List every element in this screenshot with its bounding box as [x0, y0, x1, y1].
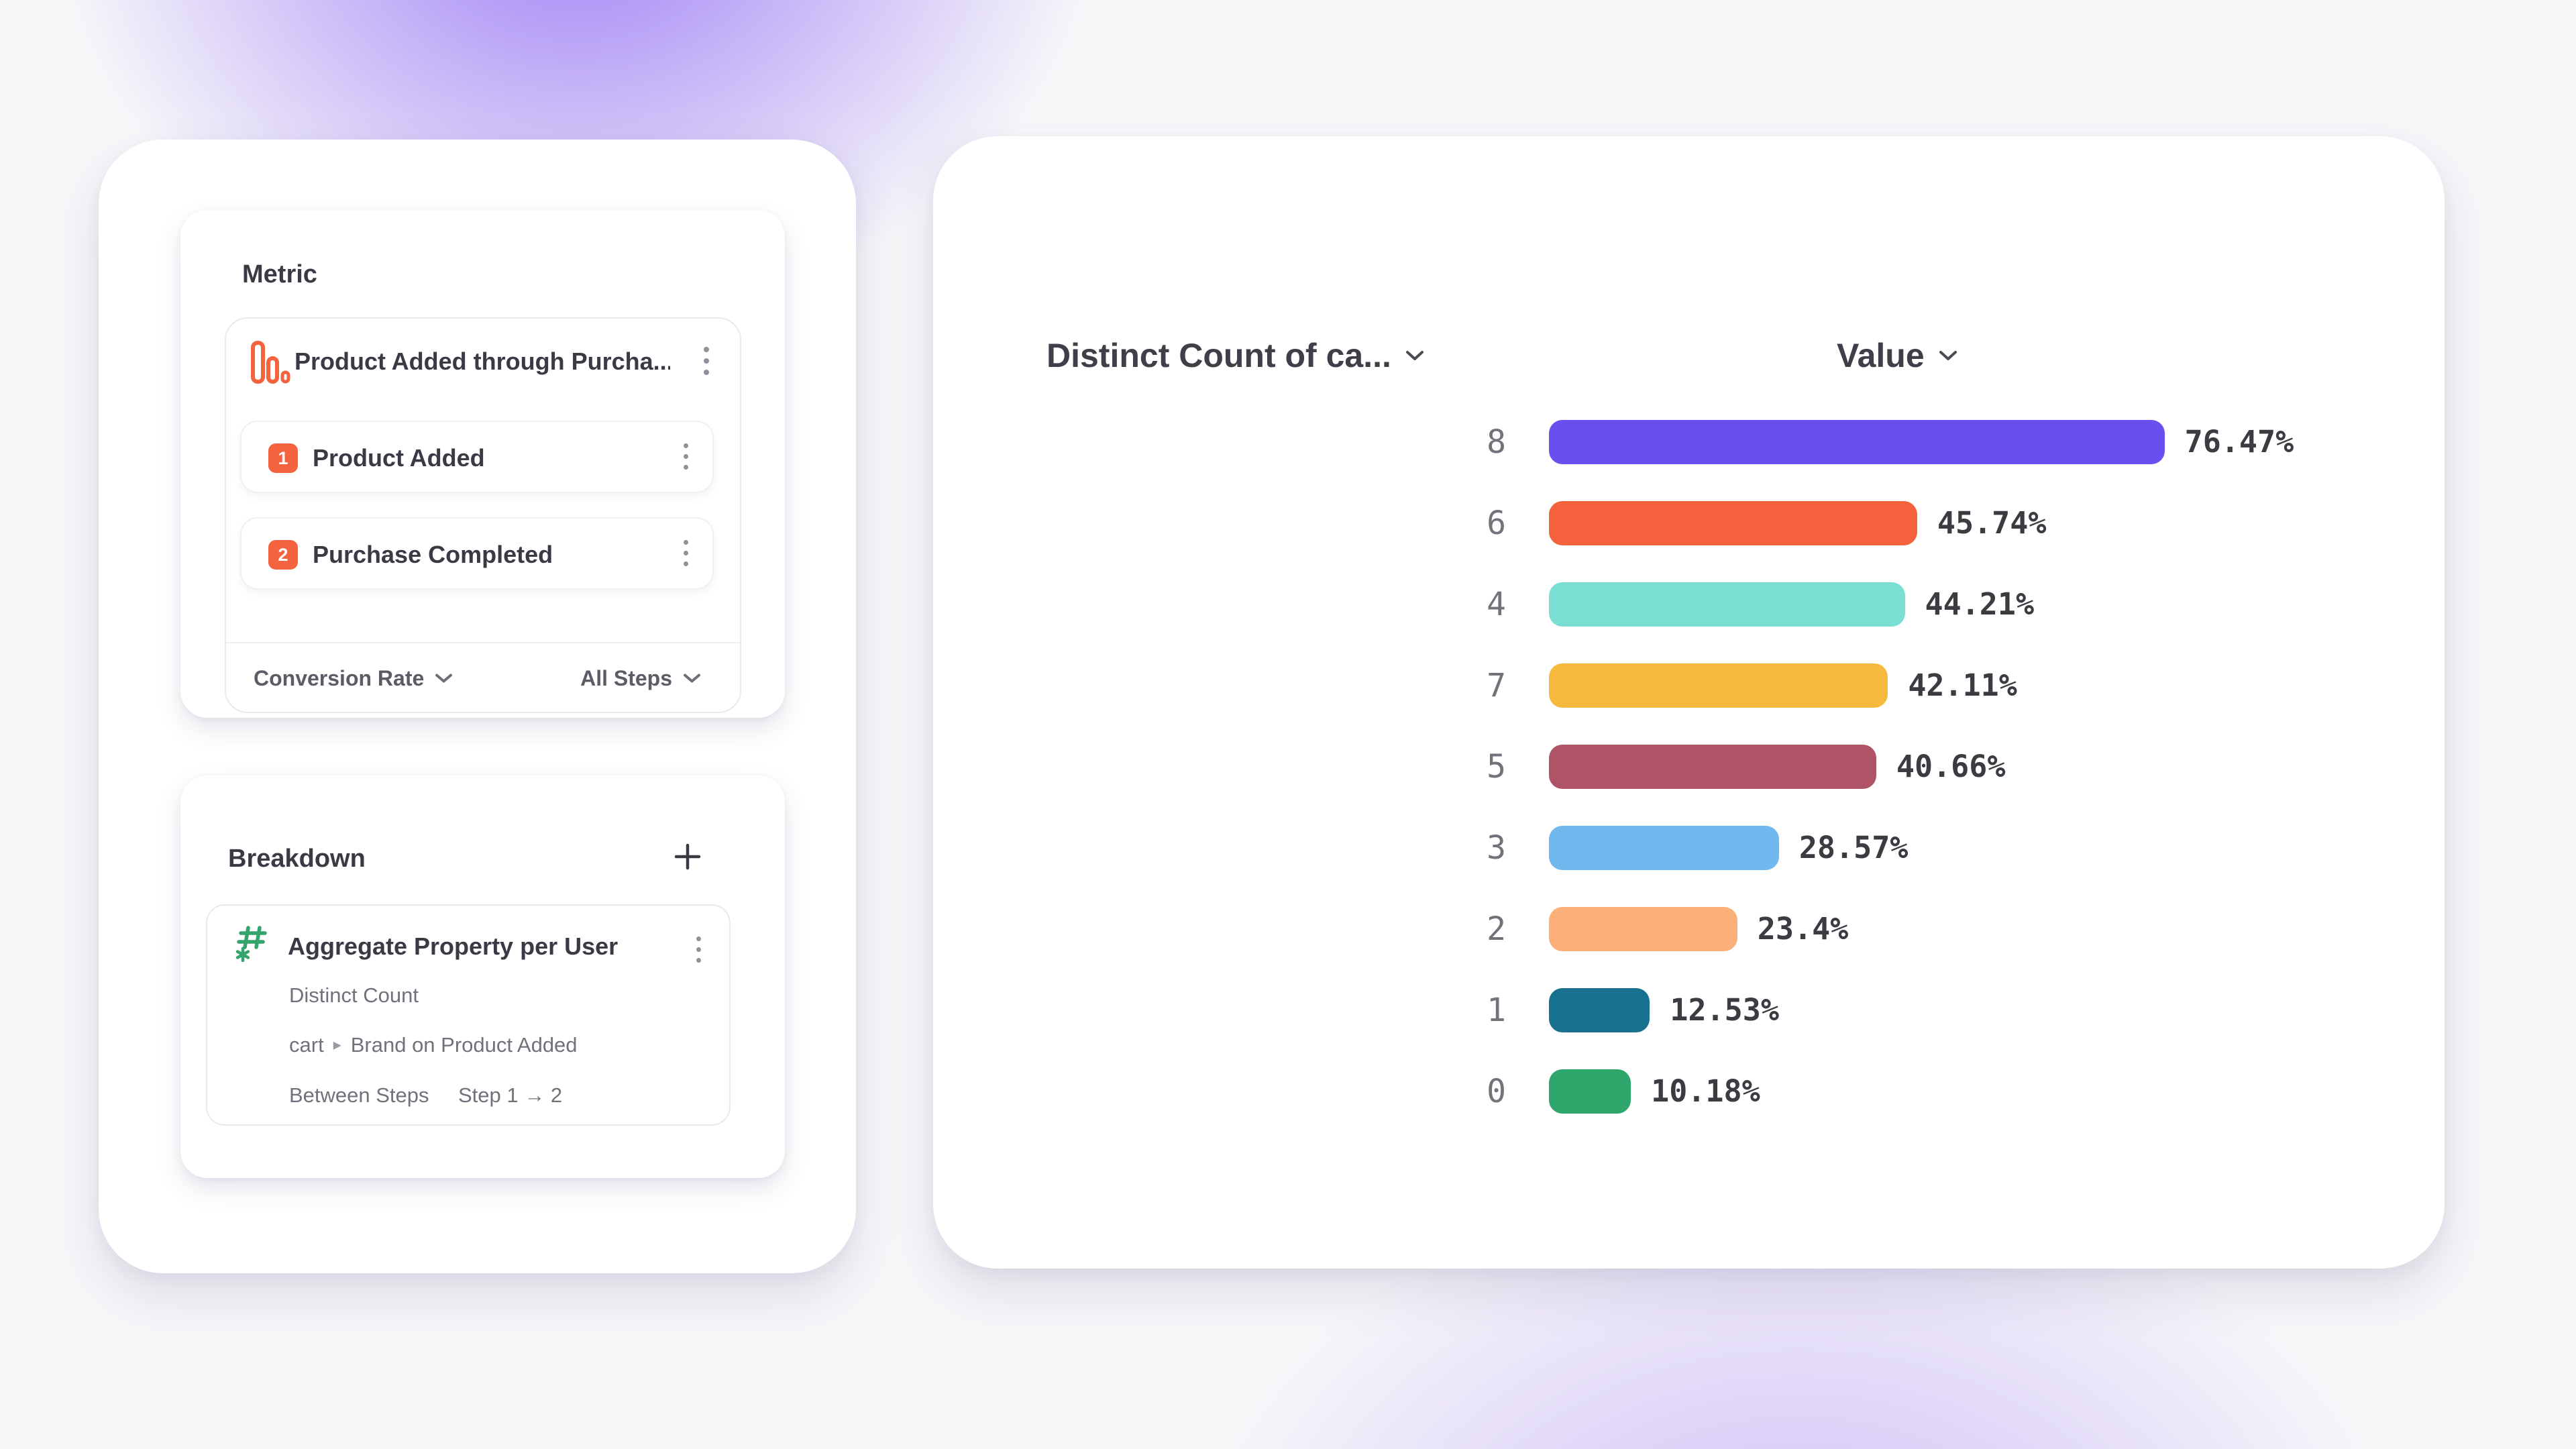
breakdown-aggregation: Distinct Count — [289, 983, 419, 1007]
chart-row-category: 8 — [1487, 423, 1506, 461]
chart-row-category: 1 — [1487, 991, 1506, 1029]
chart-row-value: 12.53% — [1670, 992, 1779, 1028]
property-path-parent: cart — [289, 1033, 324, 1057]
chart-row-category: 2 — [1487, 910, 1506, 948]
steps-dropdown[interactable]: All Steps — [580, 666, 701, 691]
funnel-footer: Conversion Rate All Steps — [226, 643, 740, 713]
between-steps-label: Between Steps — [289, 1083, 429, 1107]
breakdown-property-title[interactable]: Aggregate Property per User — [288, 932, 619, 960]
chart-row-value: 28.57% — [1799, 830, 1909, 865]
chart-rows: 8 76.47% 6 45.74% 4 44.21% 7 42.11% 5 40.66% 3 28.5… — [933, 401, 2445, 1132]
kebab-menu-icon[interactable] — [692, 932, 705, 967]
caret-right-icon: ▸ — [333, 1036, 341, 1054]
chart-row-category: 5 — [1487, 747, 1506, 786]
step-number-badge: 2 — [268, 540, 298, 570]
chart-row-value: 40.66% — [1896, 749, 2006, 784]
value-column-label: Value — [1837, 337, 1925, 374]
chevron-down-icon — [435, 674, 453, 683]
funnel-title: Product Added through Purcha... — [294, 347, 670, 375]
chart-row: 1 12.53% — [933, 969, 2445, 1051]
steps-dropdown-label: All Steps — [580, 665, 672, 690]
chart-bar[interactable] — [1549, 987, 1650, 1032]
chart-row-value: 23.4% — [1757, 911, 1849, 947]
chart-bar[interactable] — [1549, 663, 1888, 708]
metric-section-title: Metric — [242, 260, 317, 288]
chart-row-value: 10.18% — [1651, 1073, 1760, 1109]
chart-bar[interactable] — [1549, 419, 2165, 464]
chart-row-value: 45.74% — [1937, 505, 2047, 541]
property-path-child: Brand on Product Added — [350, 1033, 578, 1057]
funnel-card: Product Added through Purcha... 1 Produc… — [225, 317, 741, 713]
chart-row: 0 10.18% — [933, 1051, 2445, 1132]
step-label: Product Added — [313, 444, 485, 472]
chart-bar[interactable] — [1549, 744, 1876, 789]
chart-card: Distinct Count of ca... Value 8 76.47% 6 45… — [933, 136, 2445, 1269]
chart-row-category: 7 — [1487, 666, 1506, 704]
funnel-header-row[interactable]: Product Added through Purcha... — [226, 319, 740, 406]
breakdown-item-card: Aggregate Property per User Distinct Cou… — [206, 904, 731, 1126]
breakdown-property-path: cart ▸ Brand on Product Added — [289, 1032, 578, 1059]
chart-row: 4 44.21% — [933, 564, 2445, 645]
chart-row: 6 45.74% — [933, 482, 2445, 564]
chart-bar[interactable] — [1549, 582, 1905, 627]
step-number-badge: 1 — [268, 443, 298, 473]
metric-panel: Metric Product Added through Purcha... 1… — [180, 210, 785, 718]
measure-dropdown-label: Conversion Rate — [254, 665, 425, 690]
chevron-down-icon — [684, 674, 700, 683]
chart-row: 8 76.47% — [933, 401, 2445, 482]
chevron-down-icon — [1939, 351, 1957, 360]
step-label: Purchase Completed — [313, 541, 553, 568]
value-column-header[interactable]: Value — [1837, 336, 1958, 375]
chart-row-category: 0 — [1487, 1072, 1506, 1110]
kebab-menu-icon[interactable] — [700, 343, 713, 379]
category-column-label: Distinct Count of ca... — [1046, 337, 1391, 374]
measure-dropdown[interactable]: Conversion Rate — [254, 666, 453, 691]
chart-row-category: 3 — [1487, 828, 1506, 867]
kebab-menu-icon[interactable] — [680, 439, 692, 474]
add-breakdown-button[interactable] — [672, 841, 703, 872]
chart-row-category: 4 — [1487, 585, 1506, 623]
chart-bar[interactable] — [1549, 500, 1917, 545]
funnel-bars-icon — [251, 341, 290, 384]
chart-row: 3 28.57% — [933, 807, 2445, 888]
between-steps-value: Step 1 → 2 — [458, 1083, 563, 1107]
funnel-step-2[interactable]: 2 Purchase Completed — [240, 517, 714, 590]
chevron-down-icon — [1405, 351, 1424, 360]
category-column-header[interactable]: Distinct Count of ca... — [1046, 336, 1425, 375]
breakdown-panel: Breakdown Aggregate Property per User Di… — [180, 775, 785, 1178]
chart-row: 7 42.11% — [933, 645, 2445, 726]
hash-number-icon — [235, 926, 267, 962]
chart-row: 2 23.4% — [933, 888, 2445, 969]
breakdown-section-title: Breakdown — [228, 845, 366, 873]
chart-row-value: 44.21% — [1925, 586, 2035, 622]
divider — [226, 642, 740, 643]
chart-bar[interactable] — [1549, 1069, 1631, 1114]
chart-bar[interactable] — [1549, 825, 1779, 870]
chart-row-value: 42.11% — [1908, 667, 2017, 703]
chart-bar[interactable] — [1549, 906, 1737, 951]
kebab-menu-icon[interactable] — [680, 536, 692, 570]
funnel-step-1[interactable]: 1 Product Added — [240, 421, 714, 493]
chart-row: 5 40.66% — [933, 726, 2445, 807]
chart-row-value: 76.47% — [2184, 424, 2294, 460]
chart-row-category: 6 — [1487, 504, 1506, 542]
query-builder-card: Metric Product Added through Purcha... 1… — [99, 140, 856, 1273]
